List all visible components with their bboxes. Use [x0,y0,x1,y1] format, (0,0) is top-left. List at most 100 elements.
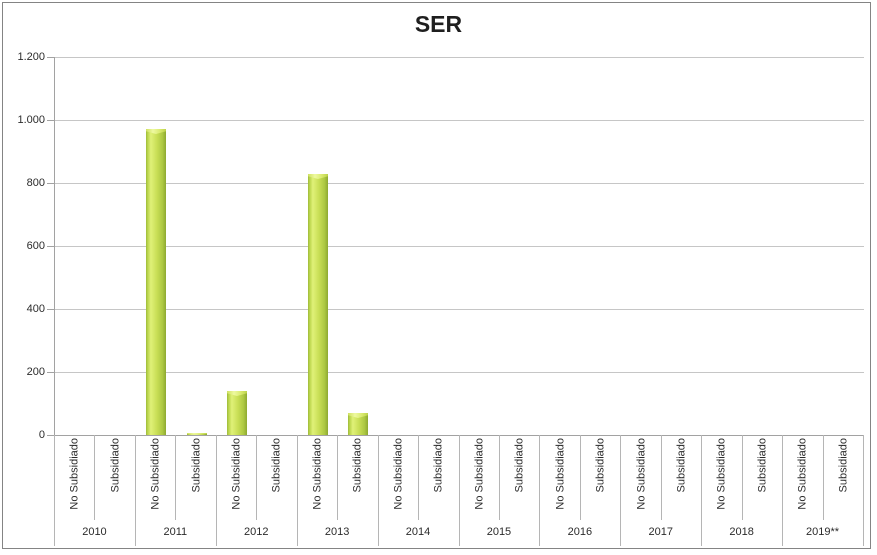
y-axis-label: 800 [26,177,45,189]
category-cell-2013-no-subsidiado: No Subsidiado [298,436,338,520]
group-separator [539,435,540,546]
y-axis-tick [47,372,54,373]
category-cell-2010-subsidiado: Subsidiado [95,436,135,520]
group-separator [782,435,783,546]
category-cell-2016-no-subsidiado: No Subsidiado [540,436,580,520]
category-label: No Subsidiado [392,438,405,510]
category-separator [94,435,95,520]
bar-2012-no-subsidiado [227,391,247,435]
category-label: Subsidiado [756,438,769,493]
category-separator [742,435,743,520]
gridline-800 [55,183,864,184]
gridline-200 [55,372,864,373]
year-label-2013: 2013 [324,526,350,538]
y-axis-tick [47,57,54,58]
group-separator [620,435,621,546]
group-separator [378,435,379,546]
group-separator [135,435,136,546]
year-label-2015: 2015 [486,526,512,538]
bar-top-highlight [308,174,328,179]
year-label-2010: 2010 [82,526,107,538]
group-separator [54,435,55,546]
bar-top-highlight [227,391,247,396]
gridline-600 [55,246,864,247]
year-label-2019: 2019** [806,526,840,538]
category-separator [580,435,581,520]
category-label: Subsidiado [513,438,526,493]
bar-2013-no-subsidiado [308,174,328,435]
category-cell-2013-subsidiado: Subsidiado [338,436,378,520]
bar-top-highlight [146,129,166,134]
y-axis-label: 200 [26,366,45,378]
category-separator [337,435,338,520]
category-separator [418,435,419,520]
category-cell-2010-no-subsidiado: No Subsidiado [55,436,95,520]
category-label: Subsidiado [675,438,688,493]
year-label-2011: 2011 [163,526,188,538]
category-cell-2014-subsidiado: Subsidiado [419,436,459,520]
bar-2011-subsidiado [187,433,207,435]
plot-area [55,57,864,435]
bar-2011-no-subsidiado [146,129,166,435]
y-axis-tick [47,246,54,247]
category-label: Subsidiado [109,438,122,493]
category-cell-2019**-no-subsidiado: No Subsidiado [783,436,823,520]
category-label: Subsidiado [594,438,607,493]
y-axis-label: 600 [26,240,45,252]
chart-title: SER [414,11,463,37]
group-separator [216,435,217,546]
category-label: No Subsidiado [230,438,243,510]
category-cell-2012-no-subsidiado: No Subsidiado [217,436,257,520]
category-cell-2011-subsidiado: Subsidiado [176,436,216,520]
x-axis-line [47,435,864,436]
gridline-400 [55,309,864,310]
y-axis-label: 400 [26,303,45,315]
category-cell-2018-no-subsidiado: No Subsidiado [702,436,742,520]
group-separator [459,435,460,546]
y-axis-label: 1.000 [17,114,45,126]
y-axis-label: 1.200 [17,51,45,63]
category-cell-2015-subsidiado: Subsidiado [500,436,540,520]
category-label: No Subsidiado [635,438,648,510]
bar-2013-subsidiado [348,413,368,435]
category-label: Subsidiado [837,438,850,493]
category-separator [499,435,500,520]
category-label: No Subsidiado [473,438,486,510]
category-label: Subsidiado [270,438,283,493]
category-label: No Subsidiado [311,438,324,510]
category-cell-2019**-subsidiado: Subsidiado [824,436,864,520]
category-label: No Subsidiado [68,438,81,510]
y-axis-line [54,57,55,435]
category-cell-2015-no-subsidiado: No Subsidiado [460,436,500,520]
bar-top-highlight [348,413,368,418]
category-label: No Subsidiado [554,438,567,510]
category-cell-2017-subsidiado: Subsidiado [662,436,702,520]
y-axis-label: 0 [38,429,45,441]
category-cell-2014-no-subsidiado: No Subsidiado [379,436,419,520]
category-separator [175,435,176,520]
category-separator [256,435,257,520]
category-label: Subsidiado [190,438,203,493]
category-label: No Subsidiado [715,438,728,510]
group-separator [863,435,864,546]
category-cell-2012-subsidiado: Subsidiado [257,436,297,520]
category-cell-2011-no-subsidiado: No Subsidiado [136,436,176,520]
year-label-2016: 2016 [567,526,593,538]
gridline-1.200 [55,57,864,58]
gridline-1.000 [55,120,864,121]
category-separator [661,435,662,520]
y-axis-tick [47,120,54,121]
category-cell-2016-subsidiado: Subsidiado [581,436,621,520]
category-cell-2017-no-subsidiado: No Subsidiado [621,436,661,520]
group-separator [701,435,702,546]
group-separator [297,435,298,546]
category-label: No Subsidiado [149,438,162,510]
year-label-2014: 2014 [405,526,431,538]
y-axis-tick [47,309,54,310]
bar-top-highlight [187,433,207,435]
category-label: Subsidiado [351,438,364,493]
category-cell-2018-subsidiado: Subsidiado [743,436,783,520]
category-separator [823,435,824,520]
year-label-2018: 2018 [729,526,754,538]
